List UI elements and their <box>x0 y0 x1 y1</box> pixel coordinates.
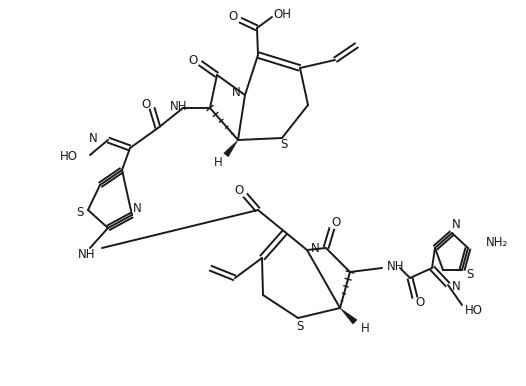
Text: O: O <box>331 217 341 230</box>
Text: O: O <box>416 296 424 310</box>
Text: NH: NH <box>78 249 96 261</box>
Text: HO: HO <box>465 303 483 317</box>
Text: H: H <box>214 156 222 169</box>
Text: O: O <box>228 10 238 24</box>
Text: S: S <box>76 205 84 218</box>
Text: N: N <box>231 86 240 98</box>
Text: OH: OH <box>273 7 291 20</box>
Polygon shape <box>224 140 238 157</box>
Text: N: N <box>311 242 319 254</box>
Text: S: S <box>296 320 304 332</box>
Text: N: N <box>89 132 98 146</box>
Text: N: N <box>452 218 460 232</box>
Text: O: O <box>141 98 150 112</box>
Text: H: H <box>361 322 369 335</box>
Text: N: N <box>452 281 460 293</box>
Text: NH₂: NH₂ <box>486 237 508 249</box>
Text: O: O <box>235 183 244 196</box>
Text: S: S <box>280 139 288 151</box>
Text: S: S <box>467 267 474 281</box>
Text: N: N <box>133 201 141 215</box>
Text: NH: NH <box>387 259 404 273</box>
Polygon shape <box>340 308 357 324</box>
Text: O: O <box>188 54 198 68</box>
Text: HO: HO <box>60 151 78 164</box>
Text: NH: NH <box>170 100 188 113</box>
